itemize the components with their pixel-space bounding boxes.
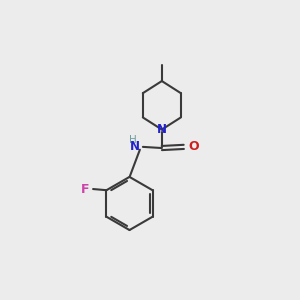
- Text: N: N: [157, 123, 167, 136]
- Text: H: H: [129, 135, 136, 146]
- Text: N: N: [130, 140, 140, 153]
- Text: F: F: [81, 182, 90, 196]
- Text: O: O: [188, 140, 199, 153]
